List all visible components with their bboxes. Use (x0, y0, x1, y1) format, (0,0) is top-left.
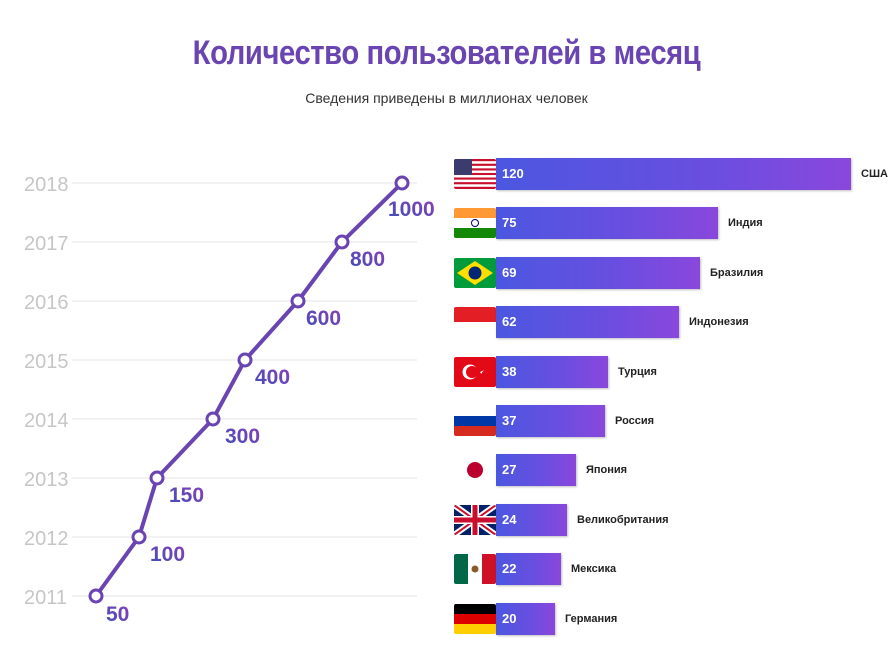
data-label-2011: 50 (106, 603, 129, 626)
data-point-2017 (334, 234, 350, 250)
bar-2: 69 (496, 257, 700, 289)
country-label: Германия (565, 613, 618, 625)
bar-row: 22 Мексика (454, 553, 893, 585)
country-label: США (861, 168, 888, 180)
country-label: Индонезия (689, 316, 749, 328)
data-point-2013 (149, 470, 165, 486)
country-label: Япония (586, 464, 628, 476)
bar-value-label: 22 (502, 561, 517, 576)
year-label-2017: 2017 (24, 233, 69, 255)
bar-value-label: 38 (502, 364, 517, 379)
bar-row: 20 Германия (454, 603, 893, 635)
year-label-2013: 2013 (24, 469, 69, 491)
data-point-2011 (88, 588, 104, 604)
bar-row: 75 Индия (454, 207, 893, 239)
country-label: Великобритания (577, 514, 669, 526)
bar-1: 75 (496, 207, 718, 239)
bar-6: 27 (496, 454, 576, 486)
brazil-flag-icon (454, 258, 496, 288)
bar-value-label: 24 (502, 512, 517, 527)
year-label-2011: 2011 (24, 587, 67, 609)
germany-flag-icon (454, 604, 496, 634)
data-label-2012: 100 (150, 543, 185, 566)
country-label: Россия (615, 415, 655, 427)
bar-value-label: 120 (502, 166, 524, 181)
bar-8: 22 (496, 553, 561, 585)
bar-row: 69 Бразилия (454, 257, 893, 289)
usa-flag-icon (454, 159, 496, 189)
data-label-2015: 400 (255, 366, 290, 389)
data-label-2018: 1000 (388, 198, 435, 221)
bar-row: 24 Великобритания (454, 504, 893, 536)
russia-flag-icon (454, 406, 496, 436)
country-label: Мексика (571, 563, 617, 575)
bar-row: 38 Турция (454, 356, 893, 388)
chart-title: Количество пользователей в месяц (192, 34, 701, 72)
bar-row: 37 Россия (454, 405, 893, 437)
bar-row: 120 США (454, 158, 893, 190)
bar-value-label: 27 (502, 462, 517, 477)
data-point-2015 (237, 352, 253, 368)
series-line (94, 181, 404, 598)
data-label-2017: 800 (350, 248, 385, 271)
mexico-flag-icon (454, 554, 496, 584)
data-point-2016 (290, 293, 306, 309)
uk-flag-icon (454, 505, 496, 535)
country-label: Индия (728, 217, 763, 229)
data-label-2013: 150 (169, 484, 204, 507)
bar-row: 27 Япония (454, 454, 893, 486)
bar-9: 20 (496, 603, 555, 635)
bar-5: 37 (496, 405, 605, 437)
country-label: Бразилия (710, 267, 764, 279)
data-label-2014: 300 (225, 425, 260, 448)
data-point-2014 (205, 411, 221, 427)
data-label-2016: 600 (306, 307, 341, 330)
bar-0: 120 (496, 158, 851, 190)
bar-3: 62 (496, 306, 679, 338)
bar-value-label: 75 (502, 215, 517, 230)
chart-subtitle: Сведения приведены в миллионах человек (305, 90, 588, 106)
indonesia-flag-icon (454, 307, 496, 337)
bar-value-label: 37 (502, 413, 517, 428)
bar-4: 38 (496, 356, 608, 388)
data-point-2018 (394, 175, 410, 191)
year-label-2016: 2016 (24, 292, 69, 314)
data-point-2012 (131, 529, 147, 545)
year-label-2015: 2015 (24, 351, 69, 373)
bar-value-label: 62 (502, 314, 517, 329)
bar-value-label: 20 (502, 611, 517, 626)
bar-7: 24 (496, 504, 567, 536)
bar-row: 62 Индонезия (454, 306, 893, 338)
japan-flag-icon (454, 455, 496, 485)
country-label: Турция (618, 366, 657, 378)
year-label-2012: 2012 (24, 528, 69, 550)
turkey-flag-icon (454, 357, 496, 387)
bar-value-label: 69 (502, 265, 517, 280)
india-flag-icon (454, 208, 496, 238)
year-label-2018: 2018 (24, 174, 69, 196)
year-label-2014: 2014 (24, 410, 69, 432)
